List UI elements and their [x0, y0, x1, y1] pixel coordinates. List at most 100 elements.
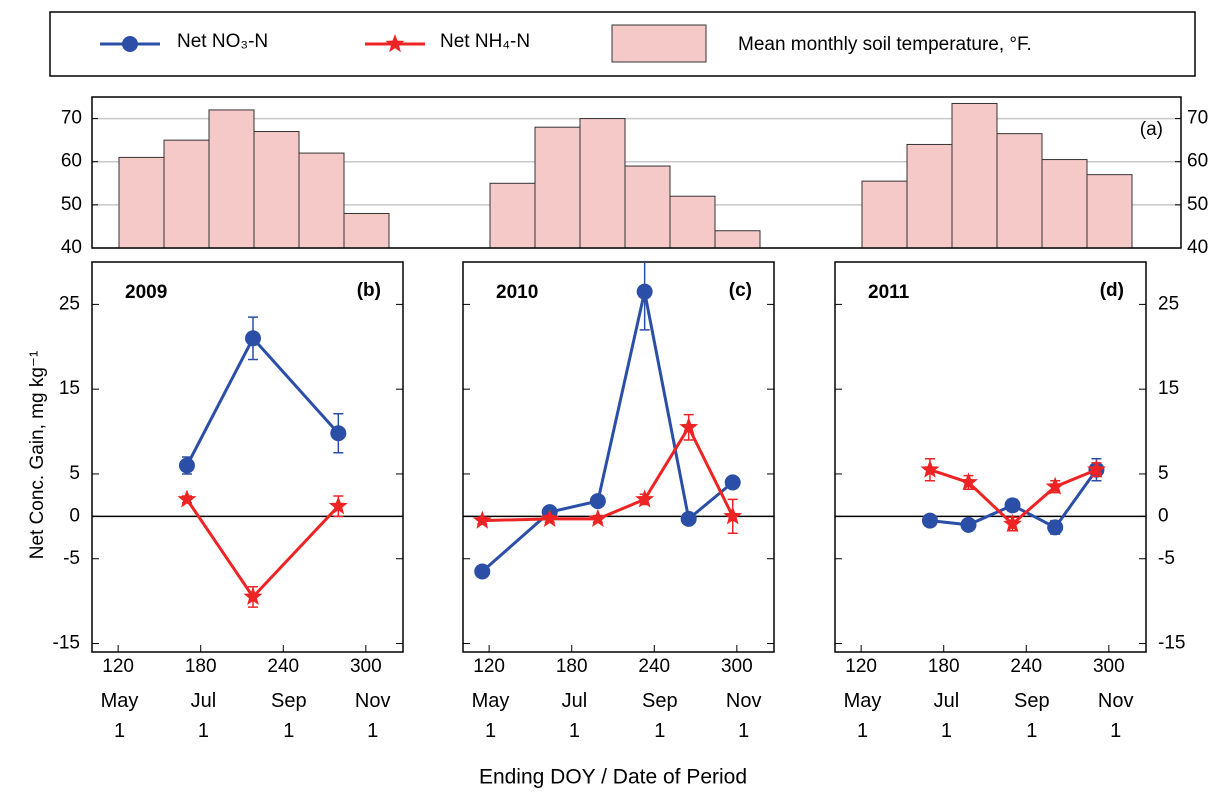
- marker: [243, 586, 263, 605]
- date-tick-label: Jul 1: [561, 690, 588, 742]
- y-tick-label: 0: [1158, 505, 1169, 526]
- bar: [489, 182, 536, 249]
- panel-label: (c): [729, 280, 752, 301]
- bar: [1086, 174, 1133, 249]
- panel-year: 2011: [868, 282, 910, 303]
- x-tick-label: 120: [102, 656, 134, 677]
- bar: [714, 230, 761, 249]
- y-tick-label: -15: [53, 633, 80, 654]
- marker: [588, 508, 608, 527]
- x-tick-label: 300: [350, 656, 382, 677]
- marker: [589, 493, 606, 510]
- marker: [636, 283, 653, 300]
- marker: [328, 496, 348, 515]
- marker: [680, 510, 697, 527]
- y-tick-label: 50: [1187, 194, 1208, 215]
- panel-frame: [91, 261, 404, 653]
- series: [178, 316, 347, 475]
- date-tick-label: May 1: [471, 690, 510, 742]
- legend-label: Mean monthly soil temperature, °F.: [738, 34, 1032, 55]
- y-tick-label: -15: [1158, 633, 1185, 654]
- series: [921, 457, 1105, 536]
- marker: [679, 417, 699, 436]
- legend-marker: [385, 34, 405, 53]
- x-tick-label: 300: [721, 656, 753, 677]
- marker: [540, 508, 560, 527]
- bar: [163, 139, 210, 249]
- bar: [624, 165, 671, 249]
- series: [474, 262, 741, 580]
- marker: [1004, 497, 1021, 514]
- y-tick-label: 5: [1158, 463, 1169, 484]
- y-tick-label: 15: [59, 378, 80, 399]
- marker: [959, 472, 978, 491]
- y-tick-label: 25: [59, 293, 80, 314]
- legend-marker: [122, 36, 138, 52]
- series: [472, 413, 743, 535]
- date-tick-label: Nov 1: [725, 690, 762, 742]
- panel-year: 2010: [496, 282, 538, 303]
- panel-label: (d): [1100, 280, 1124, 301]
- bar: [669, 195, 716, 249]
- date-tick-label: May 1: [843, 690, 882, 742]
- date-tick-label: Nov 1: [1097, 690, 1134, 742]
- x-tick-label: 180: [928, 656, 960, 677]
- y-tick-label: 40: [1187, 237, 1208, 258]
- y-tick-label: 60: [1187, 151, 1208, 172]
- date-tick-label: Sep 1: [1013, 690, 1050, 742]
- bar: [861, 180, 908, 249]
- marker: [724, 474, 741, 491]
- series-line: [481, 291, 734, 573]
- date-tick-label: Jul 1: [933, 690, 960, 742]
- y-tick-label: -5: [63, 548, 80, 569]
- panel-label: (a): [1140, 119, 1163, 140]
- y-tick-label: 25: [1158, 293, 1179, 314]
- x-tick-label: 120: [845, 656, 877, 677]
- marker: [245, 330, 262, 347]
- panel-year: 2009: [125, 282, 167, 303]
- series-line: [185, 498, 340, 600]
- marker: [1045, 476, 1065, 495]
- x-tick-label: 240: [638, 656, 670, 677]
- bar: [1041, 159, 1088, 249]
- panel-frame: [834, 261, 1147, 653]
- y-tick-label: 70: [61, 108, 82, 129]
- date-tick-label: Jul 1: [190, 690, 217, 742]
- bar: [579, 118, 626, 249]
- y-tick-label: -5: [1158, 548, 1175, 569]
- marker: [474, 563, 491, 580]
- bar: [996, 133, 1043, 249]
- date-tick-label: May 1: [100, 690, 139, 742]
- y-tick-label: 0: [69, 505, 80, 526]
- date-tick-label: Sep 1: [641, 690, 678, 742]
- series-line: [185, 335, 340, 467]
- panel-label: (b): [357, 280, 381, 301]
- x-tick-label: 300: [1093, 656, 1125, 677]
- y-tick-label: 5: [69, 463, 80, 484]
- panel-frame: [462, 261, 775, 653]
- date-tick-label: Nov 1: [354, 690, 391, 742]
- y-tick-label: 40: [61, 237, 82, 258]
- bar: [253, 131, 300, 249]
- bar: [118, 156, 165, 249]
- y-tick-label: 50: [61, 194, 82, 215]
- marker: [960, 516, 977, 533]
- marker: [1047, 519, 1064, 536]
- legend-box: [49, 11, 1196, 77]
- legend-swatch: [611, 24, 707, 63]
- marker: [178, 457, 195, 474]
- marker: [1003, 514, 1022, 533]
- marker: [1086, 459, 1106, 478]
- bar: [343, 212, 390, 249]
- x-tick-label: 180: [185, 656, 217, 677]
- y-tick-label: 70: [1187, 108, 1208, 129]
- y-tick-label: 15: [1158, 378, 1179, 399]
- legend-label: Net NO₃-N: [177, 31, 268, 52]
- marker: [635, 489, 655, 508]
- y-axis-label: Net Conc. Gain, mg kg⁻¹: [27, 351, 48, 560]
- marker: [920, 459, 940, 478]
- panel-frame: [91, 96, 1182, 249]
- bar: [534, 126, 581, 249]
